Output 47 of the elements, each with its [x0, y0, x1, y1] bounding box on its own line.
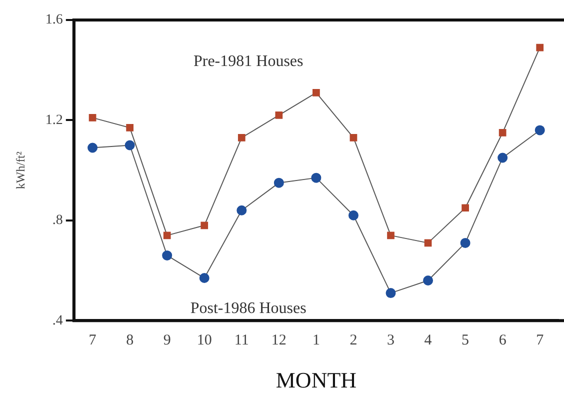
- point: [386, 288, 396, 298]
- point: [498, 129, 506, 136]
- point: [199, 273, 210, 284]
- x-tick-label: 4: [424, 332, 432, 349]
- point: [162, 250, 172, 260]
- x-tick-label: 6: [498, 332, 507, 349]
- point: [126, 124, 134, 132]
- y-tick-label: .8: [52, 213, 63, 228]
- point: [498, 152, 508, 163]
- point: [462, 204, 469, 212]
- point: [387, 232, 394, 240]
- y-tick-label: 1.6: [45, 12, 63, 28]
- x-tick-label: 12: [271, 332, 286, 349]
- x-tick-label: 9: [163, 332, 171, 349]
- x-tick-label: 1: [312, 332, 320, 349]
- point: [312, 88, 320, 96]
- x-tick-label: 3: [387, 332, 395, 349]
- y-tick-label: .4: [52, 313, 63, 328]
- point: [348, 210, 358, 220]
- point: [423, 276, 434, 286]
- point: [163, 232, 171, 240]
- point: [88, 142, 98, 153]
- y-tick-label: 1.2: [45, 112, 63, 128]
- x-tick-label: 7: [536, 332, 544, 349]
- point: [534, 125, 545, 136]
- series-label: Pre-1981 Houses: [193, 53, 304, 70]
- point: [200, 222, 208, 230]
- y-axis-title: kWh/ft²: [13, 151, 28, 190]
- point: [124, 140, 135, 150]
- point: [350, 134, 358, 142]
- x-tick-label: 10: [196, 332, 212, 349]
- series-label: Post-1986 Houses: [190, 300, 306, 317]
- point: [460, 238, 470, 248]
- point: [424, 239, 432, 247]
- point: [274, 178, 284, 188]
- point: [275, 112, 283, 119]
- x-tick-label: 11: [234, 332, 249, 349]
- point: [236, 205, 247, 216]
- x-tick-label: 7: [88, 332, 97, 349]
- x-tick-label: 8: [126, 332, 134, 349]
- x-tick-label: 2: [350, 332, 358, 349]
- point: [311, 172, 322, 183]
- x-axis-title: MONTH: [276, 368, 357, 393]
- point: [238, 134, 246, 142]
- x-tick-label: 5: [462, 332, 470, 349]
- point: [88, 114, 96, 122]
- point: [536, 44, 544, 52]
